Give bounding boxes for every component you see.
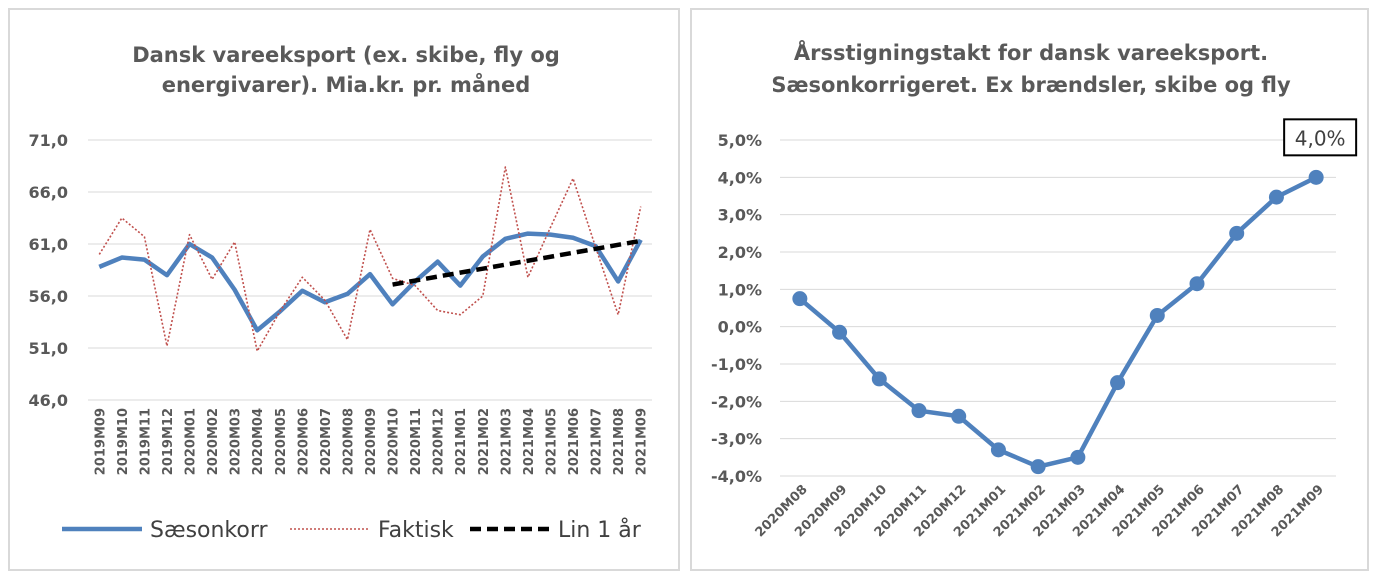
data-point xyxy=(1149,307,1165,323)
data-point xyxy=(1070,449,1086,465)
x-tick-label: 2021M07 xyxy=(590,408,605,475)
legend-label: Faktisk xyxy=(378,518,454,543)
y-tick-label: 51,0 xyxy=(29,339,68,358)
data-point xyxy=(832,324,848,340)
y-tick-label: 66,0 xyxy=(29,183,68,202)
left-chart: Dansk vareeksport (ex. skibe, fly og ener… xyxy=(29,43,652,543)
x-tick-label: 2021M02 xyxy=(477,408,492,475)
data-point xyxy=(871,371,887,387)
data-point xyxy=(911,403,927,419)
y-tick-label: 3,0% xyxy=(718,206,762,225)
x-tick-label: 2019M10 xyxy=(116,408,131,475)
y-tick-label: 56,0 xyxy=(29,287,68,306)
x-tick-label: 2020M01 xyxy=(184,408,199,475)
x-tick-label: 2020M05 xyxy=(274,408,289,475)
x-tick-label: 2021M01 xyxy=(454,408,469,475)
left-chart-panel: Dansk vareeksport (ex. skibe, fly og ener… xyxy=(8,8,680,571)
x-tick-label: 2019M11 xyxy=(138,408,153,475)
series-line-faktisk xyxy=(98,166,642,352)
y-tick-label: -3,0% xyxy=(711,430,762,449)
callout-label: 4,0% xyxy=(1295,126,1346,150)
series-line-lin-1-år xyxy=(392,238,642,287)
data-point xyxy=(1189,276,1205,292)
y-tick-label: 5,0% xyxy=(718,131,762,150)
legend-label: Sæsonkorr xyxy=(150,518,269,543)
x-tick-label: 2020M12 xyxy=(432,408,447,475)
x-tick-label: 2020M03 xyxy=(229,408,244,475)
data-point xyxy=(1229,225,1245,241)
x-tick-label: 2019M09 xyxy=(93,408,108,475)
x-tick-label: 2020M11 xyxy=(409,408,424,475)
x-tick-label: 2020M10 xyxy=(387,408,402,475)
y-tick-label: 4,0% xyxy=(718,168,762,187)
data-point xyxy=(1030,459,1046,475)
y-tick-label: 46,0 xyxy=(29,391,68,410)
x-tick-label: 2020M07 xyxy=(319,408,334,475)
legend-label: Lin 1 år xyxy=(558,517,642,543)
data-point xyxy=(1110,375,1126,391)
right-chart: Årsstigningstakt for dansk vareeksport. S… xyxy=(711,40,1358,540)
series-line-sæsonkorr xyxy=(98,231,643,333)
x-tick-label: 2020M04 xyxy=(251,408,266,475)
data-point xyxy=(1268,189,1284,205)
x-tick-label: 2021M04 xyxy=(522,408,537,475)
x-tick-label: 2020M06 xyxy=(296,408,311,475)
y-tick-label: 0,0% xyxy=(718,318,762,337)
chart-title-line: energivarer). Mia.kr. pr. måned xyxy=(162,72,531,97)
y-tick-label: 61,0 xyxy=(29,235,68,254)
y-tick-label: 2,0% xyxy=(718,243,762,262)
y-tick-label: -2,0% xyxy=(711,392,762,411)
data-point xyxy=(951,408,967,424)
series-line xyxy=(798,175,1318,469)
y-tick-label: -1,0% xyxy=(711,355,762,374)
data-point xyxy=(990,442,1006,458)
chart-title-line: Årsstigningstakt for dansk vareeksport. xyxy=(794,40,1268,65)
callout-box xyxy=(1283,118,1358,157)
right-chart-panel: Årsstigningstakt for dansk vareeksport. S… xyxy=(690,8,1369,571)
x-tick-label: 2020M02 xyxy=(206,408,221,475)
data-point xyxy=(1308,169,1324,185)
chart-title-line: Dansk vareeksport (ex. skibe, fly og xyxy=(132,43,560,67)
y-tick-label: -4,0% xyxy=(711,467,762,486)
x-tick-label: 2020M09 xyxy=(364,408,379,475)
chart-title-line: Sæsonkorrigeret. Ex brændsler, skibe og … xyxy=(771,73,1291,97)
y-tick-label: 71,0 xyxy=(29,131,68,150)
x-tick-label: 2021M05 xyxy=(544,408,559,475)
data-point xyxy=(792,291,808,307)
x-tick-label: 2019M12 xyxy=(161,408,176,475)
x-tick-label: 2021M06 xyxy=(567,408,582,475)
y-tick-label: 1,0% xyxy=(718,280,762,299)
x-tick-label: 2021M03 xyxy=(499,408,514,475)
x-tick-label: 2021M08 xyxy=(612,408,627,475)
x-tick-label: 2020M08 xyxy=(341,408,356,475)
x-tick-label: 2021M09 xyxy=(635,408,650,475)
